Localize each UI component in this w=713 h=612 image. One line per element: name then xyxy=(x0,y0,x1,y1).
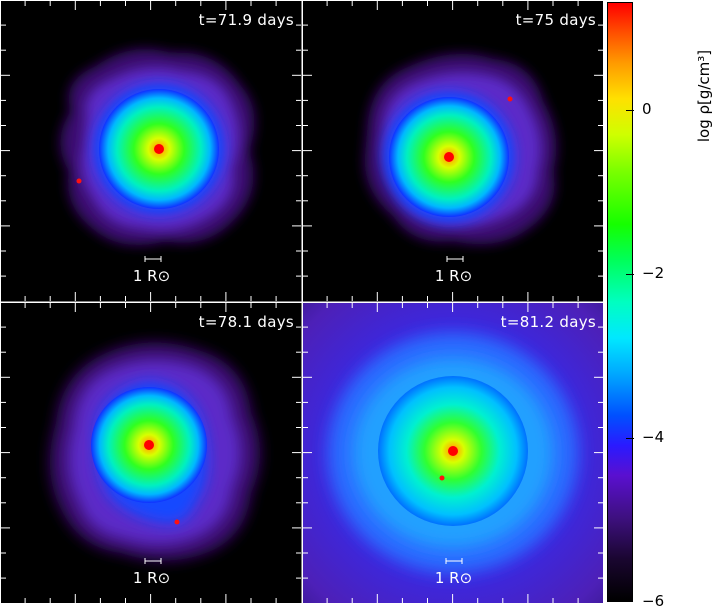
time-label: t=78.1 days xyxy=(198,313,294,331)
companion-marker xyxy=(76,178,82,184)
scale-label: 1 R⊙ xyxy=(132,267,171,285)
companion-marker xyxy=(439,475,445,481)
core-marker xyxy=(444,152,454,162)
density-map-1 xyxy=(1,1,302,302)
core-marker xyxy=(144,440,154,450)
density-map-4 xyxy=(303,303,604,604)
panel-4: t=81.2 days 1 R⊙ xyxy=(303,303,604,604)
colorbar-title: log ρ[g/cm³] xyxy=(695,49,713,143)
density-map-2 xyxy=(303,1,604,302)
scale-label: 1 R⊙ xyxy=(132,569,171,587)
companion-marker xyxy=(174,519,180,525)
colorbar-tick xyxy=(626,110,634,111)
colorbar-tick-label: −6 xyxy=(642,592,665,610)
panel-3: t=78.1 days 1 R⊙ xyxy=(1,303,302,604)
panel-2: t=75 days 1 R⊙ xyxy=(303,1,604,302)
colorbar-tick-label: −2 xyxy=(642,264,665,282)
colorbar-tick xyxy=(626,438,634,439)
colorbar xyxy=(607,2,633,602)
scale-label: 1 R⊙ xyxy=(434,569,473,587)
core-marker xyxy=(154,144,164,154)
colorbar-tick-label: −4 xyxy=(642,428,665,446)
time-label: t=71.9 days xyxy=(198,11,294,29)
colorbar-tick xyxy=(626,274,634,275)
companion-marker xyxy=(507,96,513,102)
core-marker xyxy=(448,446,458,456)
time-label: t=81.2 days xyxy=(500,313,596,331)
panel-1: t=71.9 days 1 R⊙ xyxy=(1,1,302,302)
density-map-3 xyxy=(1,303,302,604)
scale-label: 1 R⊙ xyxy=(434,267,473,285)
time-label: t=75 days xyxy=(515,11,596,29)
colorbar-tick-label: 0 xyxy=(642,100,652,118)
